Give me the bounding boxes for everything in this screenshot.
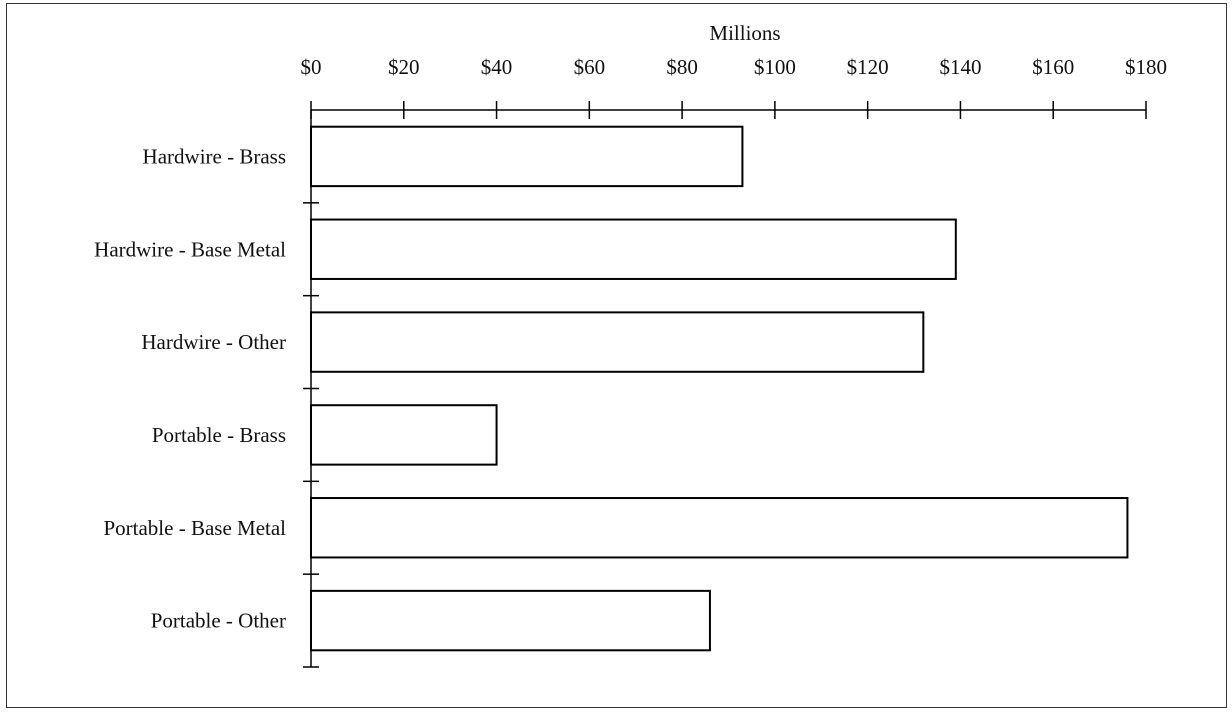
category-label: Hardwire - Base Metal: [94, 237, 286, 261]
bar: [310, 125, 744, 188]
x-tick-label: $120: [847, 55, 889, 79]
x-tick-label: $20: [388, 55, 420, 79]
x-tick-label: $80: [666, 55, 698, 79]
category-label: Portable - Brass: [152, 423, 286, 447]
category-label: Portable - Other: [151, 609, 286, 633]
bar: [310, 497, 1129, 559]
chart-frame: [6, 3, 1227, 708]
x-tick-label: $40: [481, 55, 513, 79]
x-axis: $0 $20 $40 $60 $80 $100 $120 $140 $160 $180: [301, 55, 1167, 119]
bar: [310, 404, 498, 466]
x-tick-label: $140: [939, 55, 981, 79]
bar: [310, 218, 957, 280]
x-tick-label: $160: [1032, 55, 1074, 79]
x-tick-label: $60: [574, 55, 606, 79]
x-tick-label: $180: [1125, 55, 1167, 79]
category-label: Portable - Base Metal: [103, 516, 286, 540]
x-tick-label: $100: [754, 55, 796, 79]
bars: [310, 125, 1129, 652]
category-labels: Hardwire - Brass Hardwire - Base Metal Har…: [94, 144, 286, 632]
bar: [310, 311, 925, 373]
category-label: Hardwire - Brass: [143, 144, 286, 168]
bar: [310, 589, 711, 652]
x-axis-title: Millions: [709, 21, 780, 45]
category-label: Hardwire - Other: [141, 330, 286, 354]
y-axis: [303, 110, 319, 668]
x-tick-label: $0: [301, 55, 322, 79]
